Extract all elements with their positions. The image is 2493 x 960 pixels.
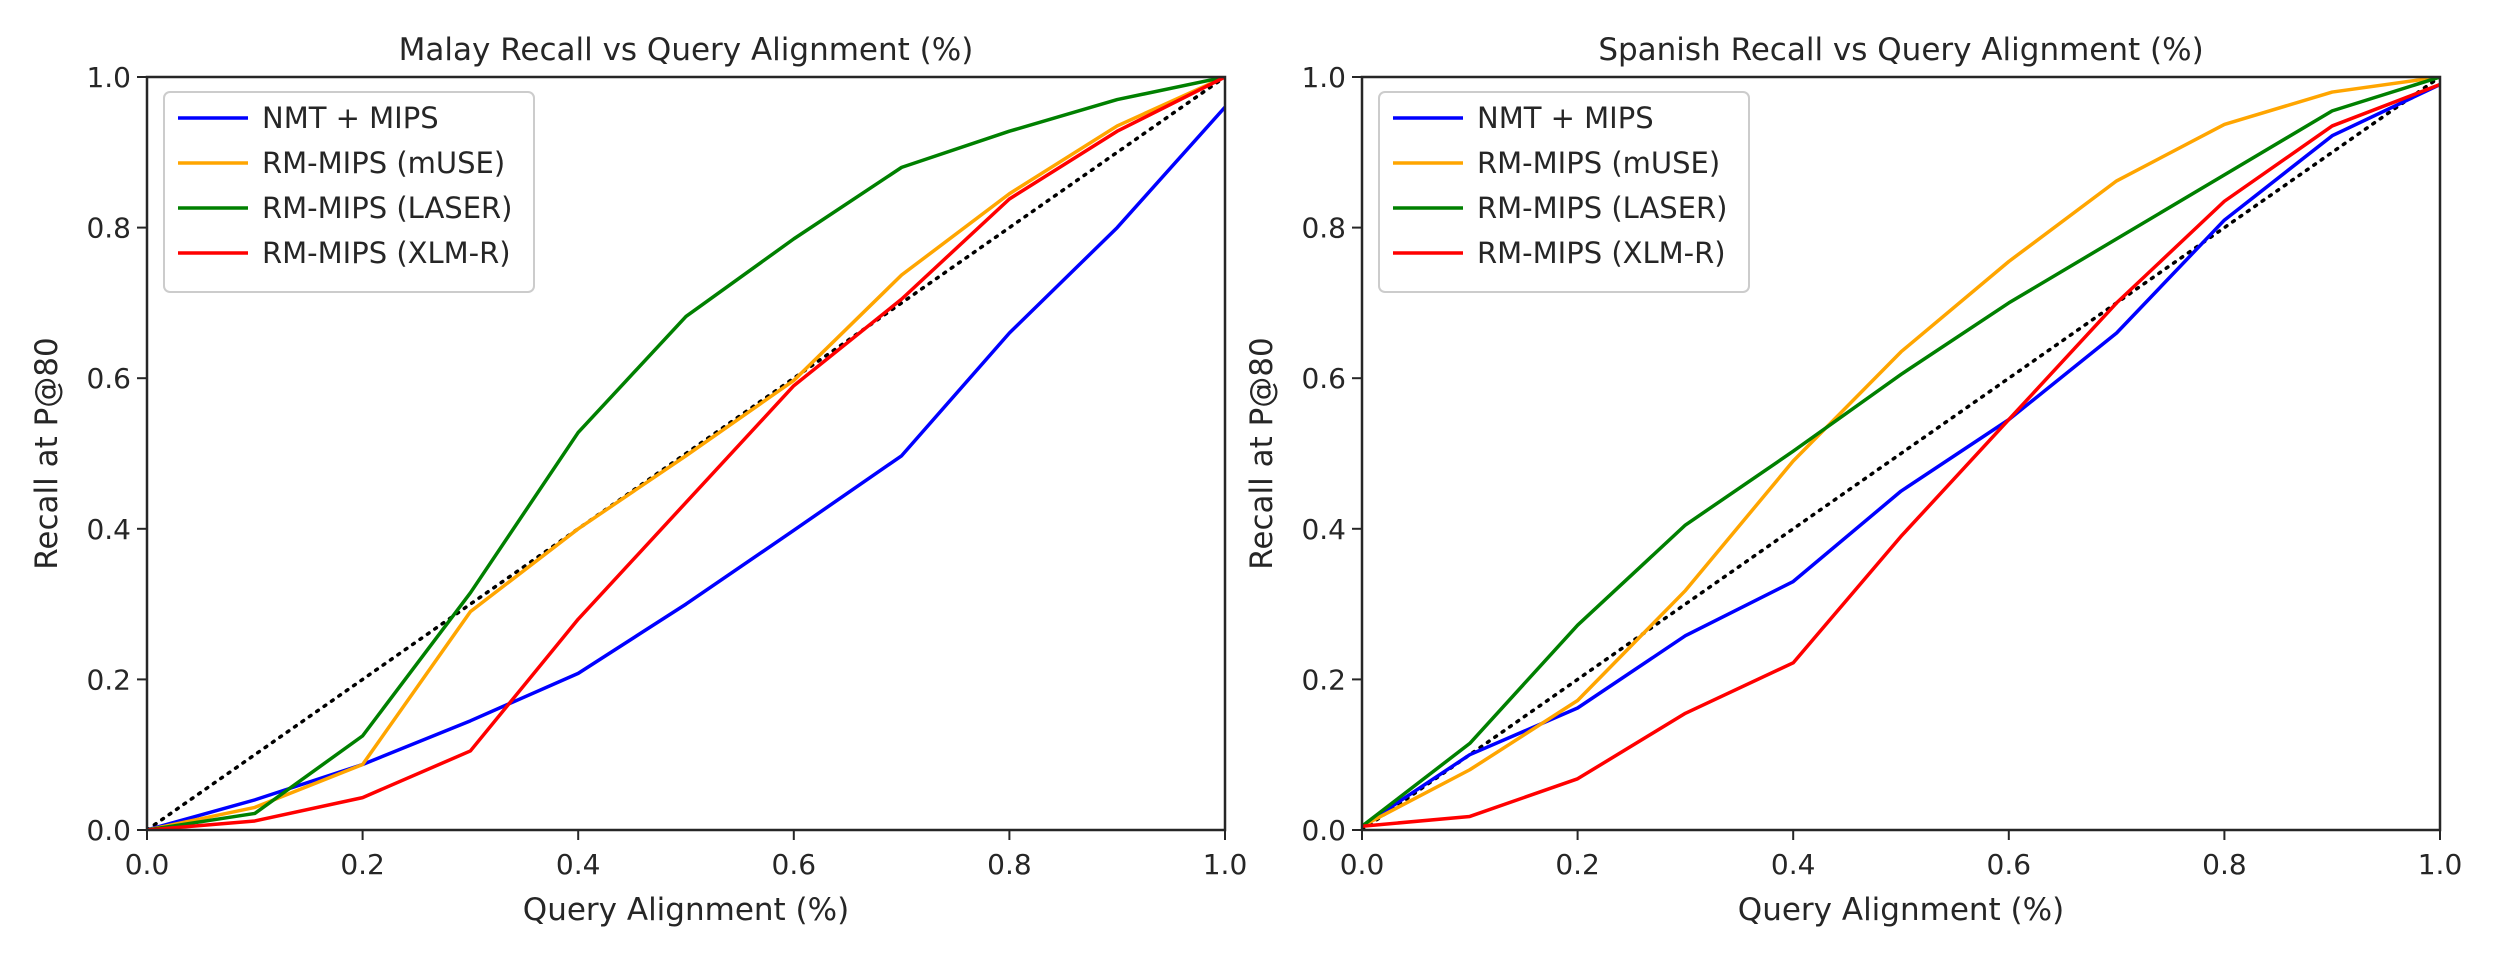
spanish-y-axis-label: Recall at P@80 [1244, 337, 1280, 570]
spanish-x-tick-label: 0.4 [1771, 848, 1816, 881]
spanish-x-tick-label: 0.0 [1340, 848, 1385, 881]
malay-x-tick-label: 0.4 [556, 848, 601, 881]
spanish-x-tick-label: 0.6 [1987, 848, 2032, 881]
spanish-x-tick-label: 0.8 [2202, 848, 2247, 881]
malay-legend: NMT + MIPS RM-MIPS (mUSE) RM-MIPS (LASER) R… [163, 91, 535, 293]
malay-series-rm-mips-xlm-r [147, 77, 1225, 830]
spanish-legend-label: RM-MIPS (XLM-R) [1477, 236, 1726, 270]
spanish-y-tick-label: 0.2 [1301, 663, 1346, 696]
malay-x-tick-label: 0.2 [340, 848, 385, 881]
spanish-plot-frame [1360, 75, 2442, 832]
malay-y-axis-label: Recall at P@80 [29, 337, 65, 570]
spanish-chart-title: Spanish Recall vs Query Alignment (%) [1598, 32, 2203, 68]
spanish-legend-label: RM-MIPS (mUSE) [1477, 146, 1720, 180]
malay-legend-label: RM-MIPS (XLM-R) [262, 236, 511, 270]
malay-series-rm-mips-muse [147, 77, 1225, 830]
spanish-x-axis-label: Query Alignment (%) [1738, 892, 2064, 928]
malay-y-tick-label: 1.0 [86, 61, 131, 94]
spanish-x-tick-label: 1.0 [2418, 848, 2463, 881]
malay-x-tick-label: 1.0 [1203, 848, 1248, 881]
malay-identity-line [147, 77, 1225, 830]
spanish-chart: Spanish Recall vs Query Alignment (%) 0.0… [1244, 32, 2462, 928]
malay-y-tick-label: 0.4 [86, 513, 131, 546]
spanish-y-tick-label: 0.8 [1301, 212, 1346, 245]
malay-x-tick-label: 0.6 [772, 848, 817, 881]
malay-legend-box [163, 91, 535, 293]
spanish-legend-box [1378, 91, 1750, 293]
spanish-legend-label: RM-MIPS (LASER) [1477, 191, 1728, 225]
malay-series-rm-mips-laser [147, 77, 1225, 830]
spanish-legend-label: NMT + MIPS [1477, 101, 1654, 135]
spanish-y-tick-label: 0.4 [1301, 513, 1346, 546]
spanish-series-rm-mips-laser [1362, 77, 2440, 828]
malay-y-tick-label: 0.0 [86, 814, 131, 847]
malay-chart-title: Malay Recall vs Query Alignment (%) [399, 32, 974, 68]
malay-y-tick-label: 0.6 [86, 362, 131, 395]
spanish-y-tick-label: 1.0 [1301, 61, 1346, 94]
spanish-legend: NMT + MIPS RM-MIPS (mUSE) RM-MIPS (LASER) R… [1378, 91, 1750, 293]
spanish-series-rm-mips-muse [1362, 77, 2440, 828]
malay-legend-label: NMT + MIPS [262, 101, 439, 135]
spanish-y-tick-label: 0.6 [1301, 362, 1346, 395]
malay-y-tick-label: 0.8 [86, 212, 131, 245]
malay-x-tick-label: 0.8 [987, 848, 1032, 881]
malay-x-axis-label: Query Alignment (%) [523, 892, 849, 928]
spanish-y-tick-label: 0.0 [1301, 814, 1346, 847]
malay-legend-label: RM-MIPS (mUSE) [262, 146, 505, 180]
malay-plot-frame [145, 75, 1227, 832]
spanish-series-rm-mips-xlm-r [1362, 82, 2440, 828]
malay-chart: Malay Recall vs Query Alignment (%)0.0 0.… [29, 32, 1247, 928]
malay-y-tick-label: 0.2 [86, 663, 131, 696]
malay-x-tick-label: 0.0 [125, 848, 170, 881]
malay-legend-label: RM-MIPS (LASER) [262, 191, 513, 225]
malay-series-nmt-mips [147, 105, 1225, 830]
spanish-identity-line [1362, 77, 2440, 830]
spanish-x-tick-label: 0.2 [1555, 848, 1600, 881]
